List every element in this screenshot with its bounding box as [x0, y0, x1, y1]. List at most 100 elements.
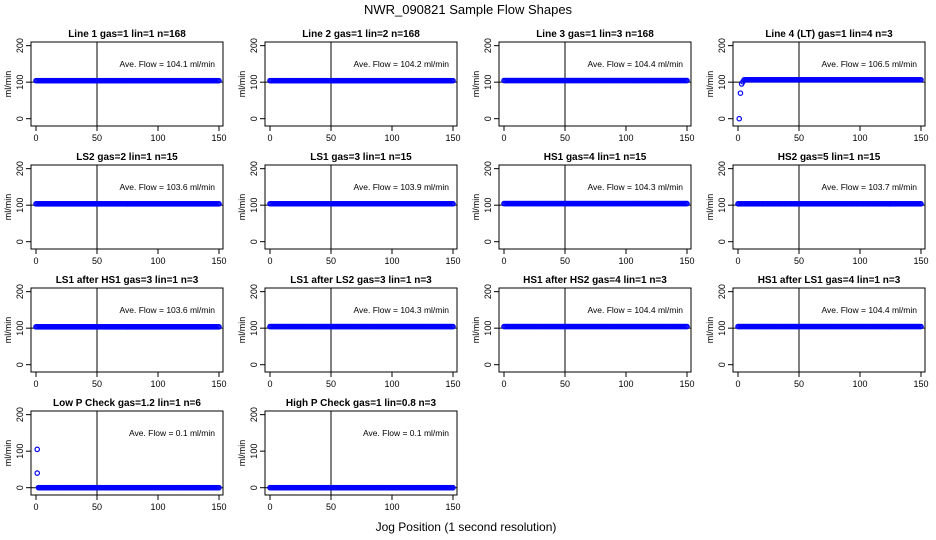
y-tick-label: 0: [249, 362, 259, 367]
x-tick-label: 150: [913, 379, 928, 389]
x-tick-label: 50: [92, 256, 102, 266]
x-tick-label: 150: [679, 133, 694, 143]
panel-title: Line 1 gas=1 lin=1 n=168: [68, 29, 186, 40]
x-tick-label: 150: [211, 133, 226, 143]
panel-13: Low P Check gas=1.2 lin=1 n=6 0 100 200 ml/m…: [3, 398, 227, 512]
y-tick-label: 0: [483, 116, 493, 121]
y-tick-label: 200: [249, 284, 259, 299]
panel-8: HS2 gas=5 lin=1 n=15 0 100 200 ml/min 0 50 100 1…: [705, 152, 929, 266]
x-tick-label: 50: [560, 256, 570, 266]
panel-title: HS1 gas=4 lin=1 n=15: [544, 152, 647, 163]
data-point: [737, 90, 744, 96]
average-flow-annotation: Ave. Flow = 104.4 ml/min: [587, 305, 683, 315]
panel-title: LS2 gas=2 lin=1 n=15: [76, 152, 178, 163]
y-tick-label: 100: [717, 75, 727, 90]
y-tick-label: 0: [249, 485, 259, 490]
y-tick-label: 100: [249, 198, 259, 213]
x-tick-label: 0: [501, 256, 506, 266]
y-tick-label: 0: [483, 362, 493, 367]
plot-frame: [498, 287, 692, 373]
panel-6: LS1 gas=3 lin=1 n=15 0 100 200 ml/min 0 50 100 1…: [237, 152, 461, 266]
x-tick-label: 100: [384, 502, 399, 512]
x-tick-label: 50: [794, 379, 804, 389]
x-tick-label: 100: [384, 256, 399, 266]
figure-title: NWR_090821 Sample Flow Shapes: [364, 2, 573, 17]
panel-grid: Line 1 gas=1 lin=1 n=168 0 100 200 ml/min 0 50…: [3, 29, 929, 512]
average-flow-annotation: Ave. Flow = 104.3 ml/min: [587, 182, 683, 192]
panel-title: Line 4 (LT) gas=1 lin=4 n=3: [765, 29, 893, 40]
y-axis-label: ml/min: [471, 317, 481, 344]
x-tick-label: 0: [267, 133, 272, 143]
panel-title: HS1 after HS2 gas=4 lin=1 n=3: [523, 275, 667, 286]
data-point: [740, 79, 746, 85]
panel-9: LS1 after HS1 gas=3 lin=1 n=3 0 100 200 ml/m…: [3, 275, 227, 389]
data-point: [736, 115, 743, 122]
data-point: [450, 484, 456, 491]
plot-frame: [732, 287, 926, 373]
data-point: [918, 323, 924, 330]
plot-frame: [264, 287, 458, 373]
panel-11: HS1 after HS2 gas=4 lin=1 n=3 0 100 200 ml/m…: [471, 275, 695, 389]
y-tick-label: 200: [717, 161, 727, 176]
x-tick-label: 50: [560, 133, 570, 143]
x-tick-label: 100: [852, 133, 867, 143]
panel-1: Line 1 gas=1 lin=1 n=168 0 100 200 ml/min 0 50…: [3, 29, 227, 143]
average-flow-annotation: Ave. Flow = 103.6 ml/min: [119, 182, 215, 192]
y-tick-label: 100: [717, 198, 727, 213]
data-point: [216, 484, 222, 491]
average-flow-annotation: Ave. Flow = 104.1 ml/min: [119, 59, 215, 69]
x-tick-label: 100: [852, 256, 867, 266]
x-tick-label: 50: [326, 133, 336, 143]
x-tick-label: 150: [913, 256, 928, 266]
average-flow-annotation: Ave. Flow = 103.7 ml/min: [821, 182, 917, 192]
panel-12: HS1 after LS1 gas=4 lin=1 n=3 0 100 200 ml/m…: [705, 275, 929, 389]
panel-title: Low P Check gas=1.2 lin=1 n=6: [53, 398, 201, 409]
y-tick-label: 100: [15, 444, 25, 459]
y-tick-label: 0: [249, 239, 259, 244]
y-axis-label: ml/min: [237, 440, 247, 467]
y-tick-label: 0: [483, 239, 493, 244]
y-tick-label: 100: [249, 444, 259, 459]
data-point: [450, 323, 456, 330]
panel-10: LS1 after LS2 gas=3 lin=1 n=3 0 100 200 ml/m…: [237, 275, 461, 389]
x-tick-label: 0: [33, 133, 38, 143]
y-tick-label: 200: [483, 284, 493, 299]
plot-frame: [264, 164, 458, 250]
plot-frame: [30, 41, 224, 127]
panel-title: High P Check gas=1 lin=0.8 n=3: [286, 398, 437, 409]
x-tick-label: 150: [679, 256, 694, 266]
y-tick-label: 0: [717, 116, 727, 121]
y-axis-label: ml/min: [3, 71, 13, 98]
y-tick-label: 0: [717, 239, 727, 244]
y-axis-label: ml/min: [471, 71, 481, 98]
y-axis-label: ml/min: [705, 71, 715, 98]
y-tick-label: 0: [717, 362, 727, 367]
panel-7: HS1 gas=4 lin=1 n=15 0 100 200 ml/min 0 50 100 1…: [471, 152, 695, 266]
x-tick-label: 0: [267, 502, 272, 512]
x-tick-label: 100: [384, 379, 399, 389]
y-tick-label: 200: [15, 284, 25, 299]
x-tick-label: 50: [92, 379, 102, 389]
data-point: [450, 200, 456, 207]
average-flow-annotation: Ave. Flow = 104.4 ml/min: [587, 59, 683, 69]
y-tick-label: 100: [15, 321, 25, 336]
panel-title: Line 2 gas=1 lin=2 n=168: [302, 29, 420, 40]
y-tick-label: 200: [717, 38, 727, 53]
x-tick-label: 100: [618, 379, 633, 389]
plot-frame: [264, 41, 458, 127]
x-tick-label: 100: [150, 256, 165, 266]
x-tick-label: 0: [33, 256, 38, 266]
data-point: [684, 323, 690, 330]
panel-title: LS1 after HS1 gas=3 lin=1 n=3: [56, 275, 199, 286]
average-flow-annotation: Ave. Flow = 104.2 ml/min: [353, 59, 449, 69]
plot-frame: [498, 41, 692, 127]
data-point: [216, 77, 222, 84]
y-tick-label: 100: [483, 75, 493, 90]
x-tick-label: 150: [211, 379, 226, 389]
y-axis-label: ml/min: [237, 317, 247, 344]
data-point: [684, 200, 690, 207]
x-tick-label: 0: [33, 379, 38, 389]
x-tick-label: 0: [735, 379, 740, 389]
y-tick-label: 0: [249, 116, 259, 121]
